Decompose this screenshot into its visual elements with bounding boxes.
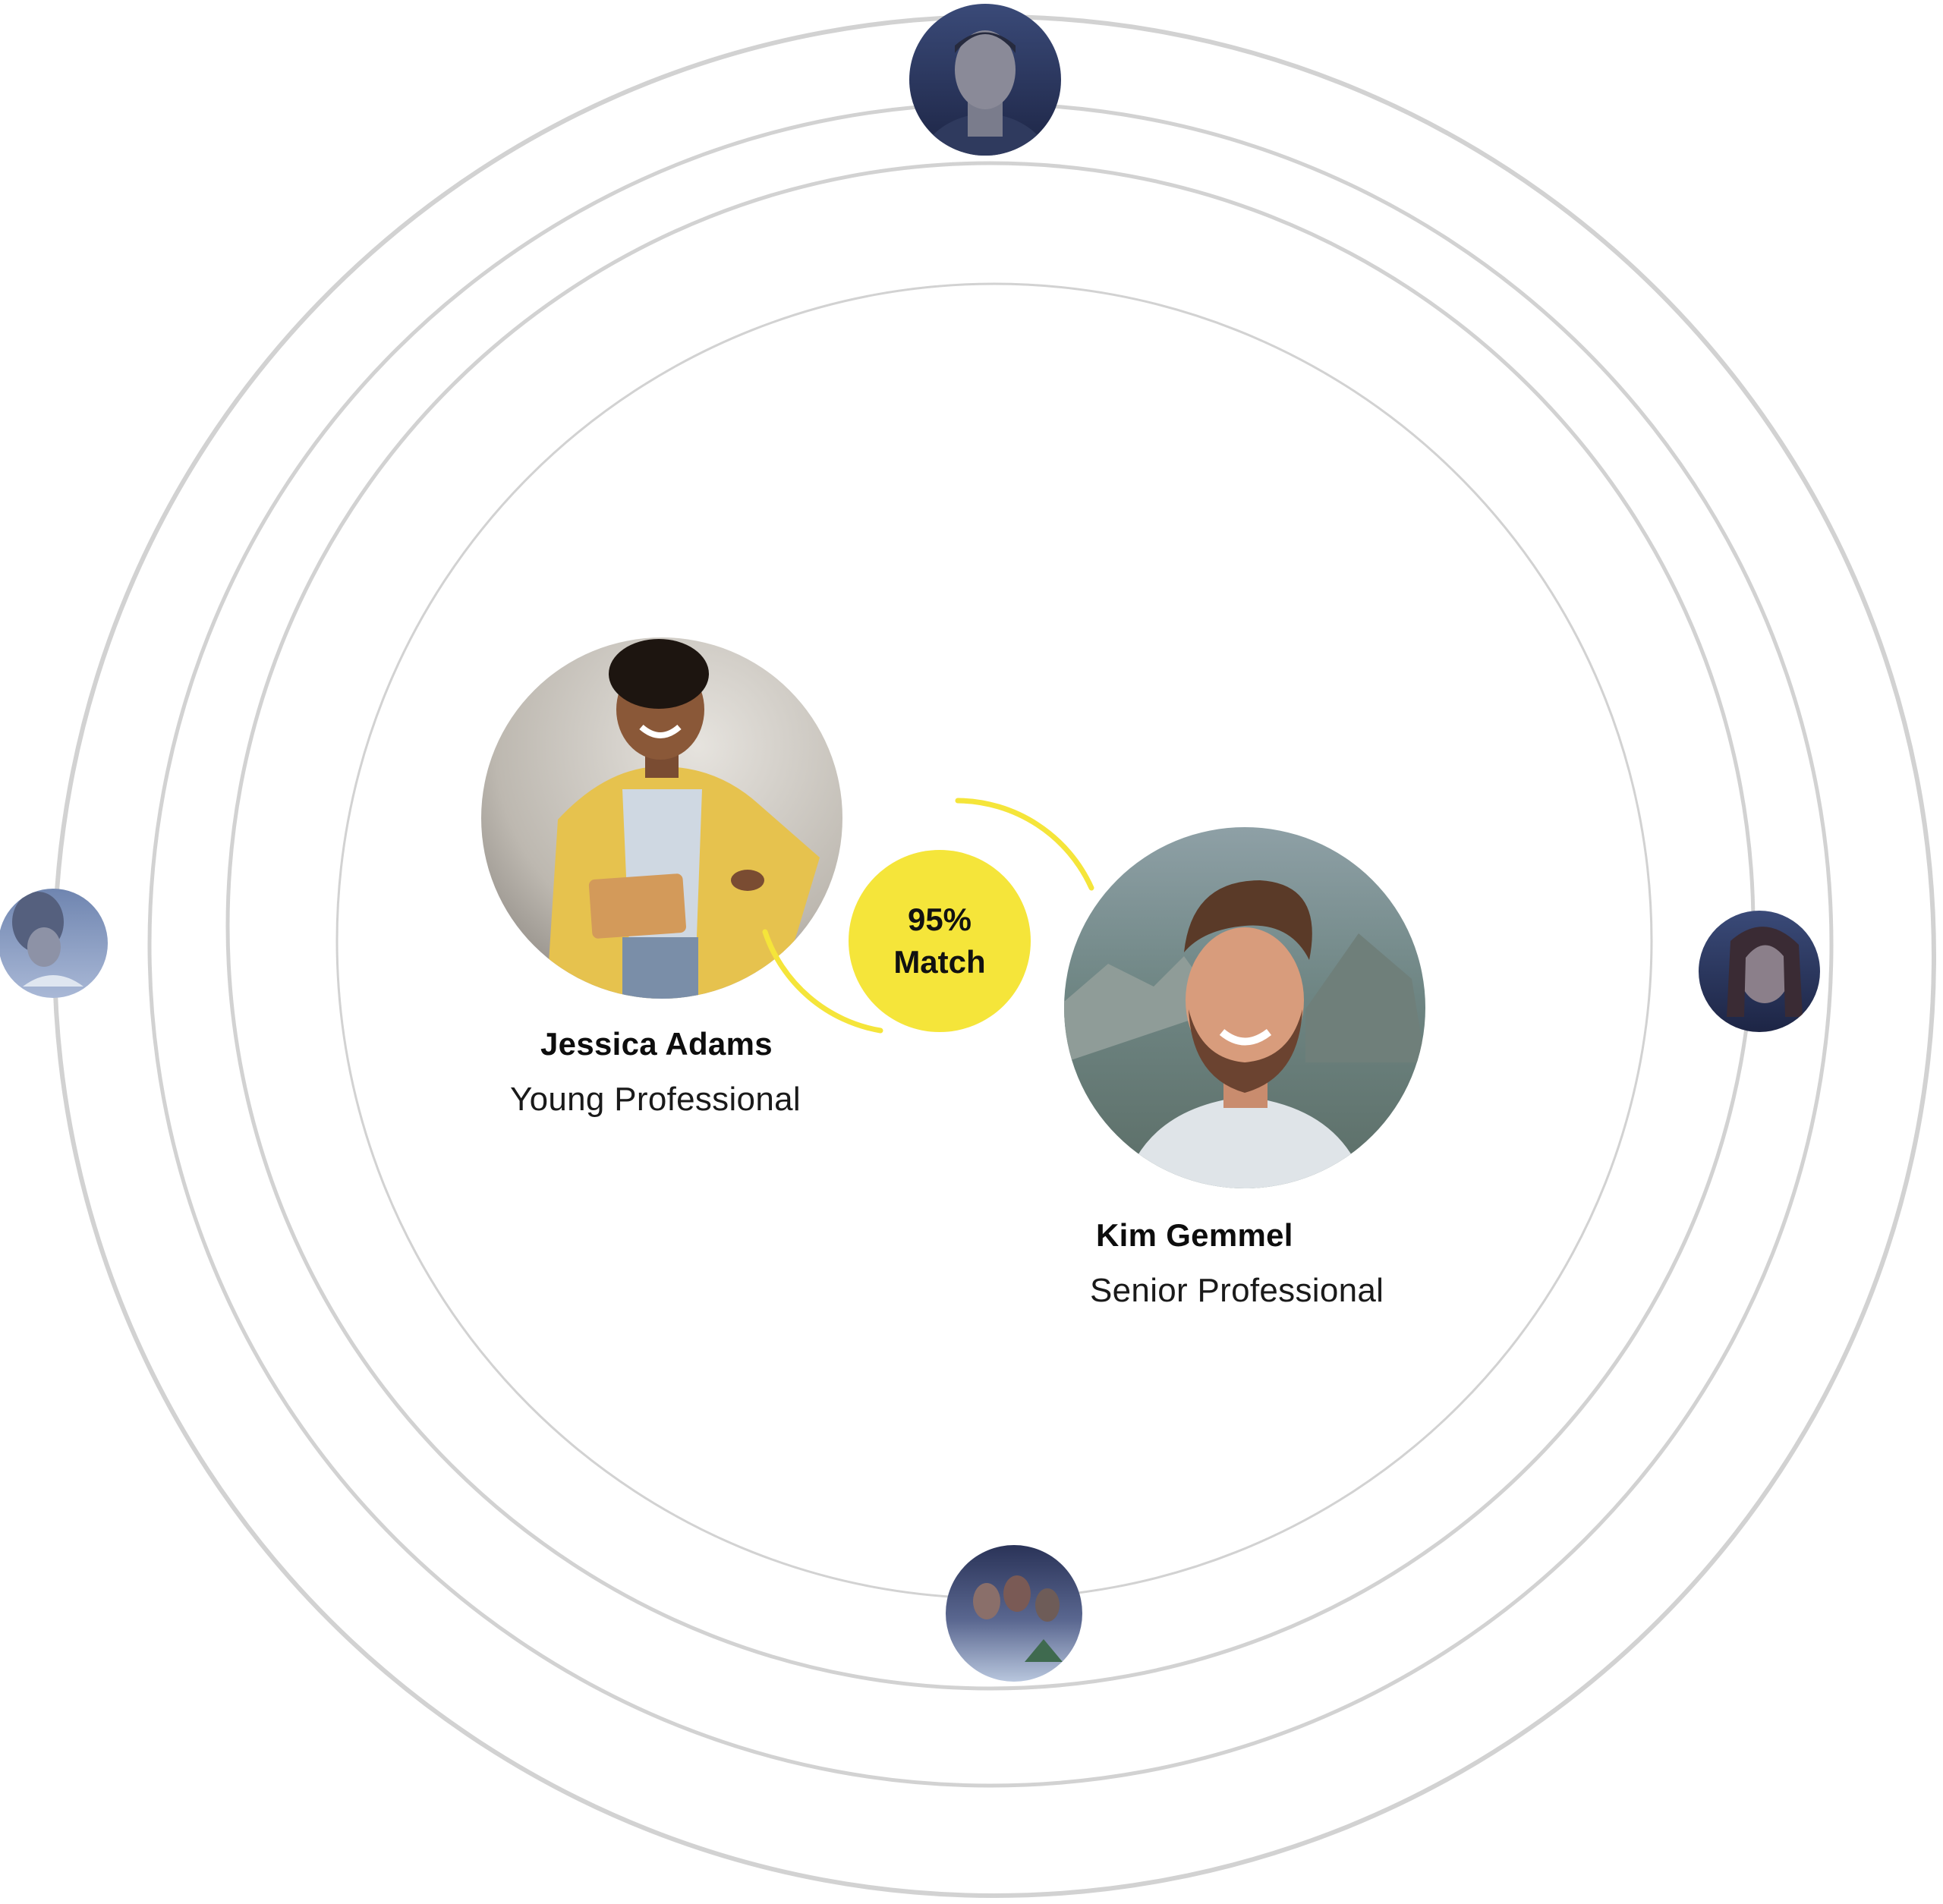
orbit-avatar-left[interactable] (0, 889, 108, 998)
orbit-avatar-right[interactable] (1699, 911, 1820, 1032)
orbit-avatar-bottom[interactable] (946, 1545, 1082, 1682)
kim-avatar[interactable] (1064, 827, 1425, 1188)
kim-role: Senior Professional (1090, 1272, 1384, 1309)
match-label: Match (893, 944, 986, 980)
jessica-role: Young Professional (510, 1081, 801, 1118)
match-arc-bottom (762, 929, 883, 1034)
match-arc-top (955, 798, 1094, 891)
orbit-avatar-top[interactable] (909, 4, 1061, 250)
match-badge (849, 850, 1031, 1032)
match-percent: 95% (907, 902, 972, 937)
jessica-name: Jessica Adams (540, 1026, 773, 1062)
match-badge-text: 95% Match (849, 850, 1031, 1032)
jessica-avatar[interactable] (481, 637, 842, 999)
kim-name: Kim Gemmel (1096, 1217, 1293, 1253)
